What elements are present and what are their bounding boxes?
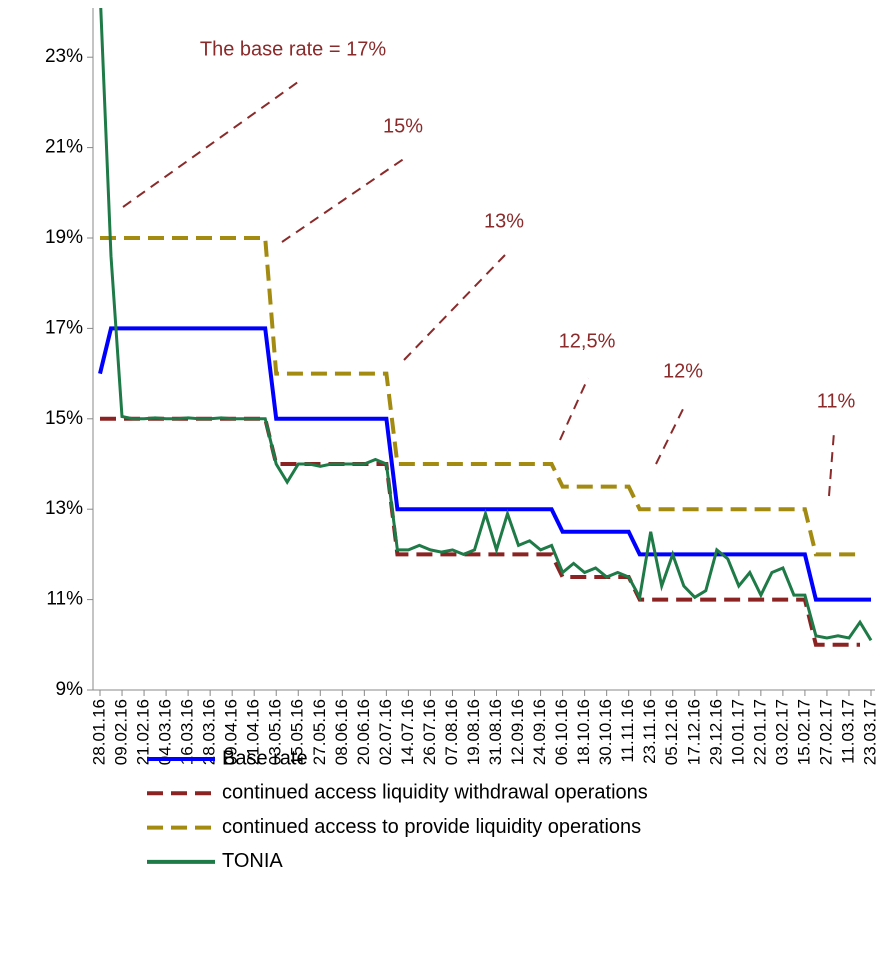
x-tick-label: 21.02.16 (134, 699, 153, 765)
pointer (403, 254, 506, 361)
y-tick-label: 21% (45, 137, 83, 158)
x-tick-label: 02.07.16 (376, 699, 395, 765)
y-tick-label: 23% (45, 46, 83, 67)
pointer (122, 81, 299, 208)
x-tick-label: 03.05.16 (266, 699, 285, 765)
x-tick-label: 31.08.16 (486, 699, 505, 765)
x-tick-label: 11.11.16 (618, 699, 637, 763)
y-tick-label: 11% (46, 589, 83, 610)
x-tick-label: 08.06.16 (332, 699, 351, 765)
x-tick-label: 09.02.16 (112, 699, 131, 765)
x-tick-label: 28.01.16 (89, 699, 108, 765)
x-tick-label: 30.10.16 (596, 699, 615, 765)
legend-label: Base rate (222, 747, 308, 769)
x-tick-label: 21.04.16 (244, 699, 263, 765)
x-tick-label: 15.05.16 (288, 699, 307, 765)
x-tick-label: 15.02.17 (794, 699, 813, 765)
legend-label: continued access to provide liquidity op… (222, 816, 641, 838)
x-tick-label: 06.10.16 (552, 699, 571, 765)
pointer (559, 377, 589, 441)
x-tick-label: 14.07.16 (398, 699, 417, 765)
annotation: 13% (484, 210, 524, 232)
x-tick-label: 07.08.16 (442, 699, 461, 765)
y-tick-label: 13% (45, 498, 83, 519)
annotation-pointers (122, 81, 835, 497)
y-tick-label: 15% (45, 408, 83, 429)
x-tick-label: 27.05.16 (310, 699, 329, 765)
plot-area (98, 8, 873, 647)
x-tick-label: 09.04.16 (222, 699, 241, 765)
x-tick-label: 23.03.17 (860, 699, 879, 765)
x-tick-label: 12.09.16 (508, 699, 527, 765)
x-tick-label: 29.12.16 (706, 699, 725, 765)
x-tick-label: 10.01.17 (728, 699, 747, 765)
x-tick-label: 28.03.16 (200, 699, 219, 765)
x-tick-label: 23.11.16 (640, 699, 659, 764)
y-tick-label: 17% (45, 317, 83, 338)
x-tick-label: 05.12.16 (662, 699, 681, 765)
annotation: 12% (663, 360, 703, 382)
x-tick-label: 20.06.16 (354, 699, 373, 765)
x-tick-label: 24.09.16 (530, 699, 549, 765)
legend-label: continued access liquidity withdrawal op… (222, 782, 648, 804)
x-tick-label: 18.10.16 (574, 699, 593, 765)
x-tick-label: 03.02.17 (772, 699, 791, 765)
annotation: 12,5% (559, 330, 616, 352)
pointer (655, 404, 686, 465)
series-line (100, 236, 860, 557)
x-tick-label: 19.08.16 (464, 699, 483, 765)
annotation: The base rate = 17% (200, 38, 386, 60)
x-tick-label: 16.03.16 (178, 699, 197, 765)
x-tick-label: 17.12.16 (684, 699, 703, 765)
x-tick-label: 22.01.17 (750, 699, 769, 765)
annotation: 15% (383, 115, 423, 137)
pointer (828, 431, 835, 497)
x-tick-label: 04.03.16 (156, 699, 175, 765)
annotation: 11% (817, 390, 856, 412)
x-tick-label: 26.07.16 (420, 699, 439, 765)
legend-label: TONIA (222, 850, 283, 872)
x-tick-label: 11.03.17 (838, 699, 857, 764)
y-tick-label: 9% (56, 679, 84, 700)
y-tick-label: 19% (45, 227, 83, 248)
pointer (281, 157, 406, 243)
series-line (99, 8, 873, 642)
x-tick-label: 27.02.17 (816, 699, 835, 765)
